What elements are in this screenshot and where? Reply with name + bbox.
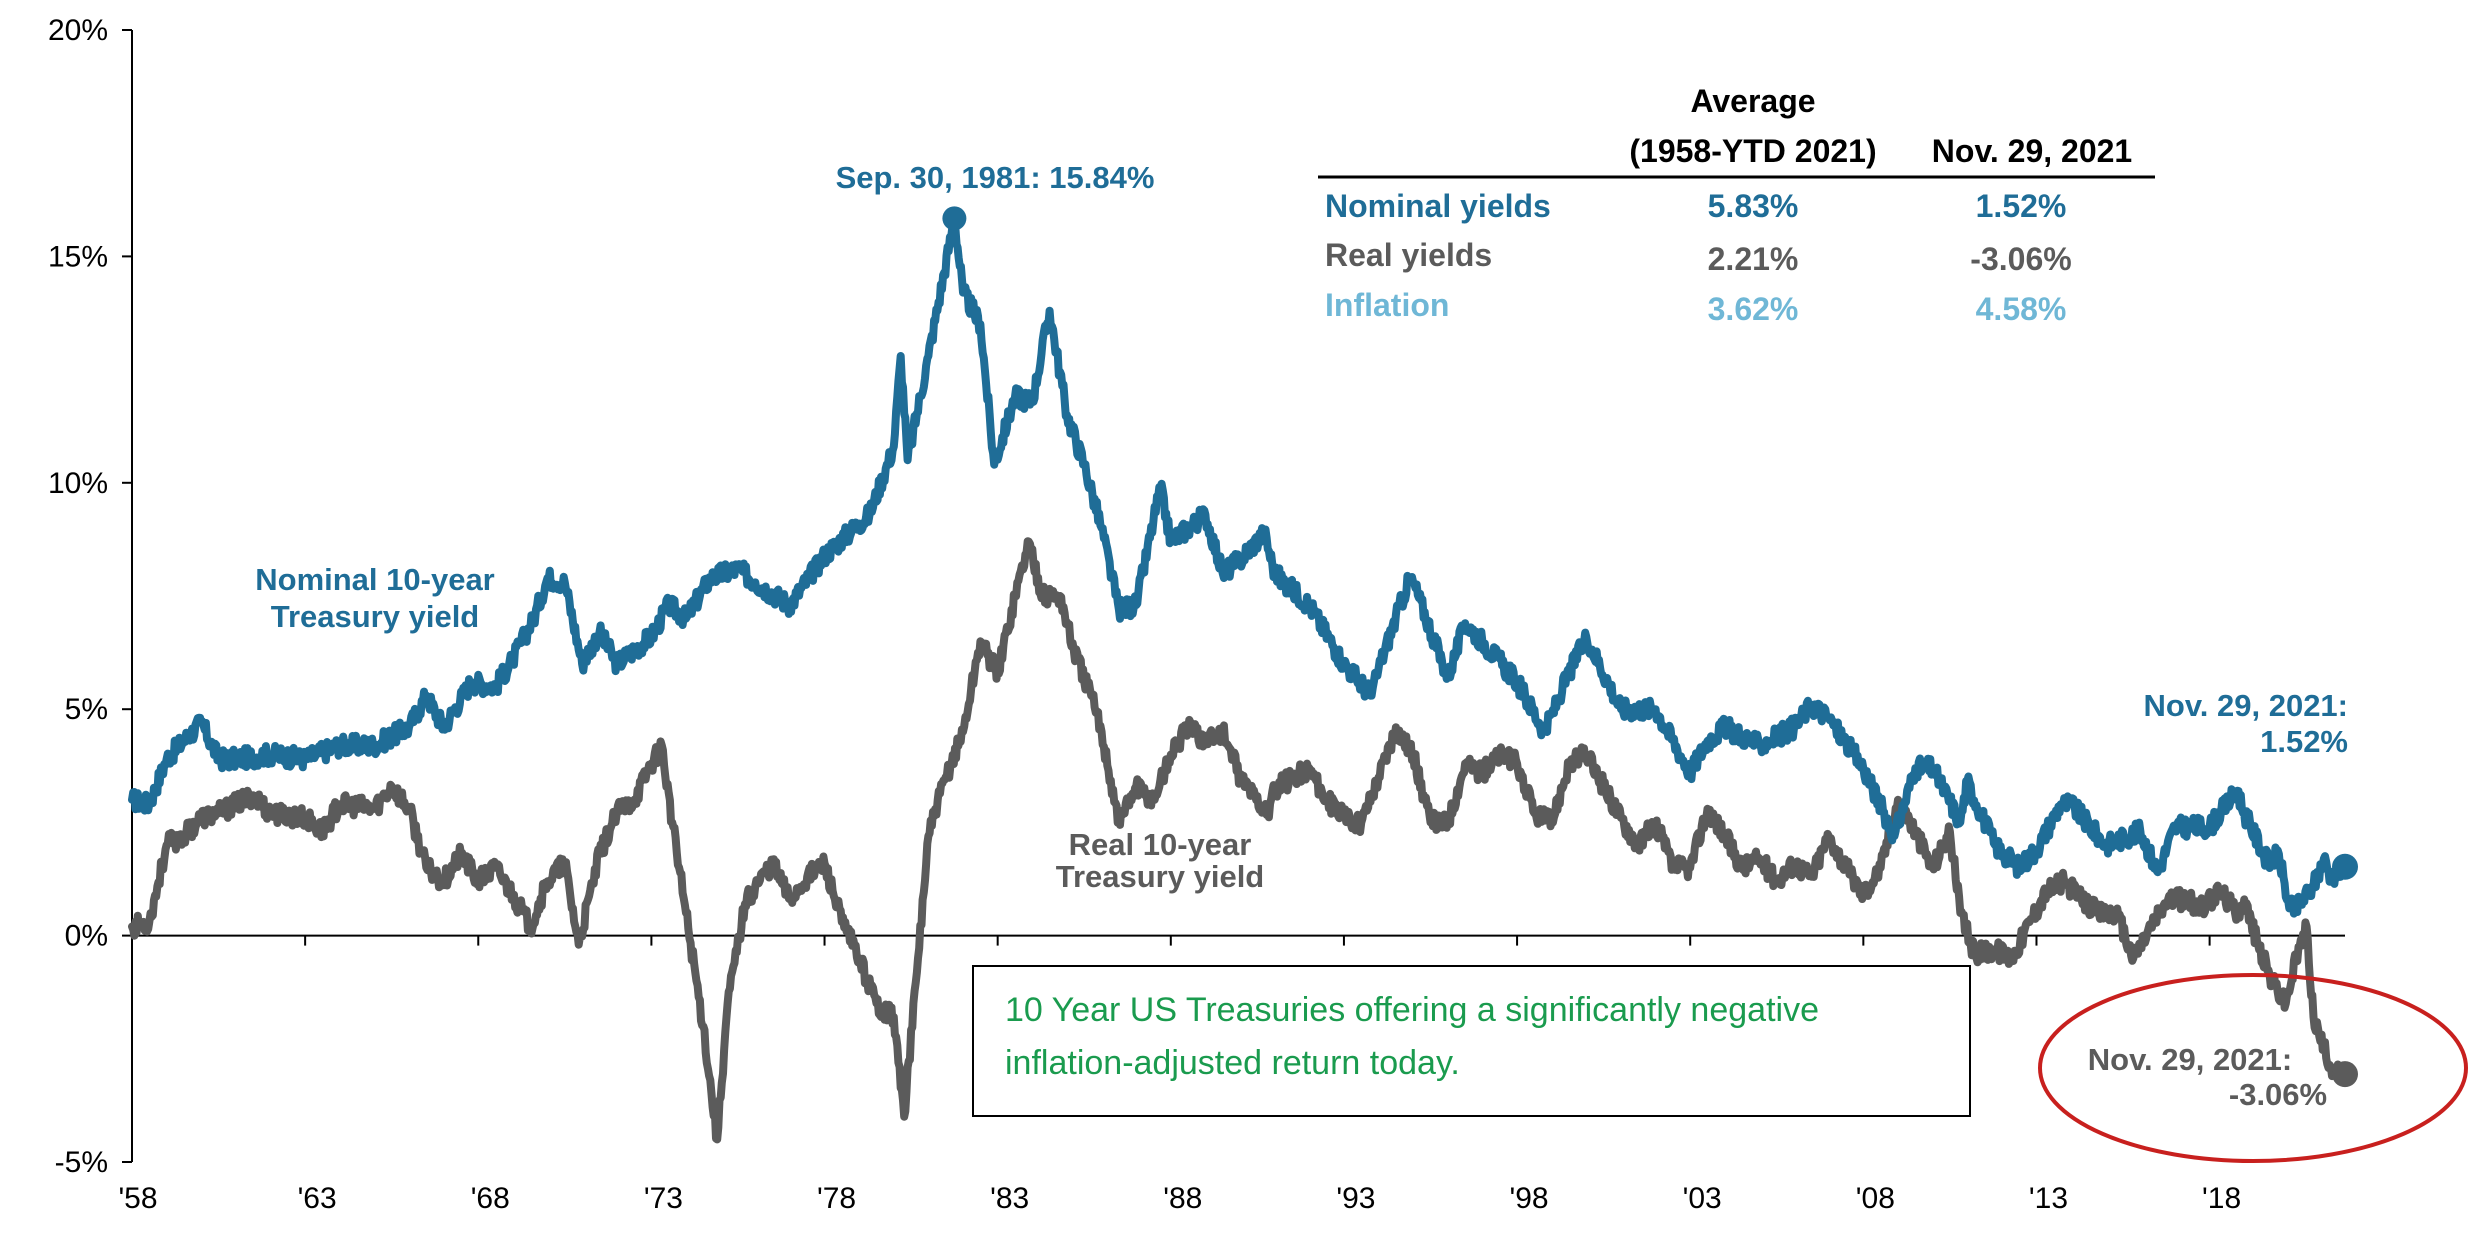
table-header-current: Nov. 29, 2021 bbox=[1932, 133, 2132, 169]
real-end-marker bbox=[2332, 1061, 2358, 1088]
nominal-series-label-line1: Nominal 10-year bbox=[255, 562, 495, 597]
x-axis-ticks: '58 '63 '68 '73 '78 '83 '88 '93 '98 '03 '08 '13 '18 bbox=[118, 935, 2241, 1215]
y-tick-label-4: 0% bbox=[65, 920, 108, 953]
nominal-yield-line bbox=[128, 214, 2349, 918]
x-tick-label-1: '63 bbox=[298, 1182, 337, 1215]
y-tick-label-0: 20% bbox=[48, 14, 108, 47]
note-line-1: 10 Year US Treasuries offering a signifi… bbox=[1005, 991, 1819, 1029]
table-row-inflation-current: 4.58% bbox=[1976, 291, 2067, 327]
x-tick-label-9: '03 bbox=[1683, 1182, 1722, 1215]
nominal-series-label-line2: Treasury yield bbox=[271, 599, 480, 634]
y-tick-label-5: -5% bbox=[55, 1146, 108, 1179]
real-end-annotation-line1: Nov. 29, 2021: bbox=[2088, 1042, 2292, 1077]
table-row-inflation-label: Inflation bbox=[1325, 287, 1449, 323]
series-end-markers bbox=[942, 206, 2358, 1088]
note-box-border bbox=[972, 965, 1971, 1117]
x-tick-label-0: '58 bbox=[118, 1182, 157, 1215]
peak-marker bbox=[942, 206, 967, 231]
y-tick-label-1: 15% bbox=[48, 240, 108, 273]
x-tick-label-7: '93 bbox=[1336, 1182, 1375, 1215]
peak-annotation: Sep. 30, 1981: 15.84% bbox=[836, 160, 1155, 195]
nominal-end-annotation-line1: Nov. 29, 2021: bbox=[2144, 688, 2348, 723]
x-tick-label-3: '73 bbox=[644, 1182, 683, 1215]
x-tick-label-5: '83 bbox=[990, 1182, 1029, 1215]
note-line-2: inflation-adjusted return today. bbox=[1005, 1044, 1460, 1082]
table-header-average: Average bbox=[1690, 83, 1815, 119]
summary-table: Average (1958-YTD 2021) Nov. 29, 2021 No… bbox=[1318, 83, 2155, 327]
note-box: 10 Year US Treasuries offering a signifi… bbox=[972, 965, 1971, 1117]
real-series-label-line1: Real 10-year bbox=[1069, 827, 1252, 862]
series-lines bbox=[128, 214, 2349, 1144]
nominal-end-annotation-line2: 1.52% bbox=[2260, 724, 2348, 759]
table-row-nominal-label: Nominal yields bbox=[1325, 188, 1551, 224]
x-tick-label-6: '88 bbox=[1163, 1182, 1202, 1215]
x-tick-label-12: '18 bbox=[2202, 1182, 2241, 1215]
highlight-ellipse bbox=[2038, 973, 2468, 1163]
y-tick-label-3: 5% bbox=[65, 693, 108, 726]
x-tick-label-4: '78 bbox=[817, 1182, 856, 1215]
y-tick-label-2: 10% bbox=[48, 467, 108, 500]
table-row-inflation-average: 3.62% bbox=[1708, 291, 1799, 327]
table-row-real-current: -3.06% bbox=[1970, 241, 2071, 277]
table-row-real-average: 2.21% bbox=[1708, 241, 1799, 277]
y-axis-ticks: 20% 15% 10% 5% 0% -5% bbox=[48, 14, 132, 1179]
x-tick-label-2: '68 bbox=[471, 1182, 510, 1215]
axes-group bbox=[131, 30, 2345, 1162]
real-series-label-line2: Treasury yield bbox=[1056, 859, 1265, 894]
real-end-annotation-line2: -3.06% bbox=[2229, 1077, 2327, 1112]
x-tick-label-8: '98 bbox=[1510, 1182, 1549, 1215]
x-tick-label-11: '13 bbox=[2029, 1182, 2068, 1215]
table-header-period: (1958-YTD 2021) bbox=[1629, 133, 1876, 169]
table-row-nominal-average: 5.83% bbox=[1708, 188, 1799, 224]
table-row-real-label: Real yields bbox=[1325, 237, 1492, 273]
nominal-end-marker bbox=[2332, 853, 2358, 880]
table-row-nominal-current: 1.52% bbox=[1976, 188, 2067, 224]
real-yield-line bbox=[128, 537, 2349, 1144]
x-tick-label-10: '08 bbox=[1856, 1182, 1895, 1215]
